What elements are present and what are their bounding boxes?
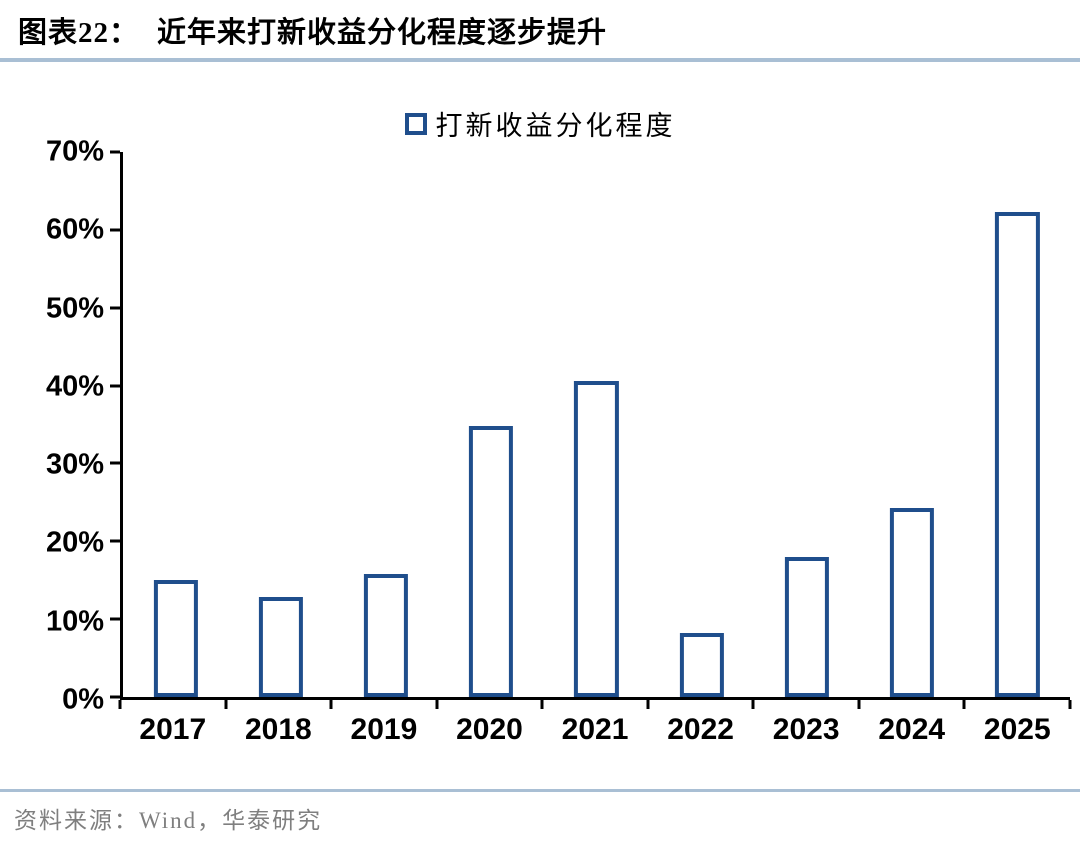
- x-tick-mark: [857, 700, 861, 709]
- bar-slot-2017: [123, 152, 228, 697]
- y-tick-mark: [110, 617, 120, 621]
- source-text: Wind，华泰研究: [139, 808, 323, 833]
- bar-2018: [258, 597, 303, 697]
- y-tick-label: 40%: [45, 370, 104, 403]
- x-axis-label-2024: 2024: [878, 713, 946, 746]
- x-tick-mark: [751, 700, 755, 709]
- y-tick-label: 70%: [45, 135, 104, 168]
- plot-area: [110, 150, 1072, 709]
- y-tick-label: 20%: [45, 526, 104, 559]
- y-tick-mark: [110, 695, 120, 699]
- bar-slot-2019: [333, 152, 438, 697]
- y-axis-gutter: 0% 10% 20% 30% 40% 50% 60% 70%: [0, 136, 120, 716]
- source-label: 资料来源：: [14, 808, 139, 833]
- bar-slot-2022: [649, 152, 754, 697]
- bar-2021: [574, 380, 619, 697]
- y-tick-label: 50%: [45, 292, 104, 325]
- bar-slot-2024: [860, 152, 965, 697]
- y-tick-mark: [110, 539, 120, 543]
- bar-2023: [784, 556, 830, 697]
- bar-2017: [153, 580, 198, 697]
- bars: [123, 152, 1070, 697]
- bar-slot-2020: [439, 152, 544, 697]
- y-tick-label: 10%: [45, 605, 104, 638]
- chart-legend: 打新收益分化程度: [0, 104, 1080, 143]
- bar-slot-2023: [754, 152, 859, 697]
- y-tick-mark: [110, 384, 120, 388]
- source-note: 资料来源：Wind，华泰研究: [14, 801, 1080, 835]
- legend-square-icon: [404, 112, 427, 135]
- figure-number: 图表22：: [18, 17, 140, 49]
- footer-divider: [0, 789, 1080, 792]
- x-axis-label-2020: 2020: [456, 713, 523, 746]
- bar-2025: [995, 211, 1040, 697]
- bar-2024: [890, 507, 935, 697]
- legend-label: 打新收益分化程度: [435, 111, 676, 141]
- x-axis-label-2017: 2017: [139, 713, 207, 746]
- bar-2022: [679, 633, 724, 697]
- y-tick-label: 30%: [45, 448, 104, 481]
- title-divider: [0, 58, 1080, 62]
- bar-2020: [469, 426, 514, 697]
- bar-slot-2021: [544, 152, 649, 697]
- x-tick-mark: [435, 700, 439, 709]
- y-tick-mark: [110, 150, 120, 154]
- figure-title: 图表22： 近年来打新收益分化程度逐步提升: [0, 0, 1080, 51]
- x-axis-label-2019: 2019: [350, 713, 418, 746]
- x-axis-label-2025: 2025: [983, 713, 1051, 746]
- bar-chart: 0% 10% 20% 30% 40% 50% 60% 70%: [0, 136, 1080, 716]
- y-tick-mark: [110, 228, 120, 232]
- x-axis-label-2022: 2022: [667, 713, 734, 746]
- x-axis-label-2018: 2018: [244, 713, 312, 746]
- y-tick-mark: [110, 306, 120, 310]
- x-axis-label-2021: 2021: [561, 713, 629, 746]
- bar-2019: [363, 574, 409, 697]
- bar-slot-2018: [228, 152, 333, 697]
- x-tick-mark: [540, 700, 544, 709]
- x-tick-mark: [646, 700, 650, 709]
- y-tick-label: 60%: [45, 213, 104, 246]
- x-tick-mark: [329, 700, 333, 709]
- bar-slot-2025: [965, 152, 1070, 697]
- figure-title-text: 近年来打新收益分化程度逐步提升: [157, 17, 608, 49]
- x-tick-mark: [118, 700, 122, 709]
- y-tick-mark: [110, 461, 120, 465]
- x-axis-label-2023: 2023: [772, 713, 840, 746]
- x-tick-mark: [224, 700, 228, 709]
- x-tick-mark: [1068, 700, 1072, 709]
- x-tick-mark: [962, 700, 966, 709]
- x-axis-labels: 2017 2018 2019 2020 2021 2022 2023 2024 2025: [120, 713, 1070, 747]
- x-tick-marks: [118, 697, 1072, 709]
- y-tick-label: 0%: [62, 683, 104, 716]
